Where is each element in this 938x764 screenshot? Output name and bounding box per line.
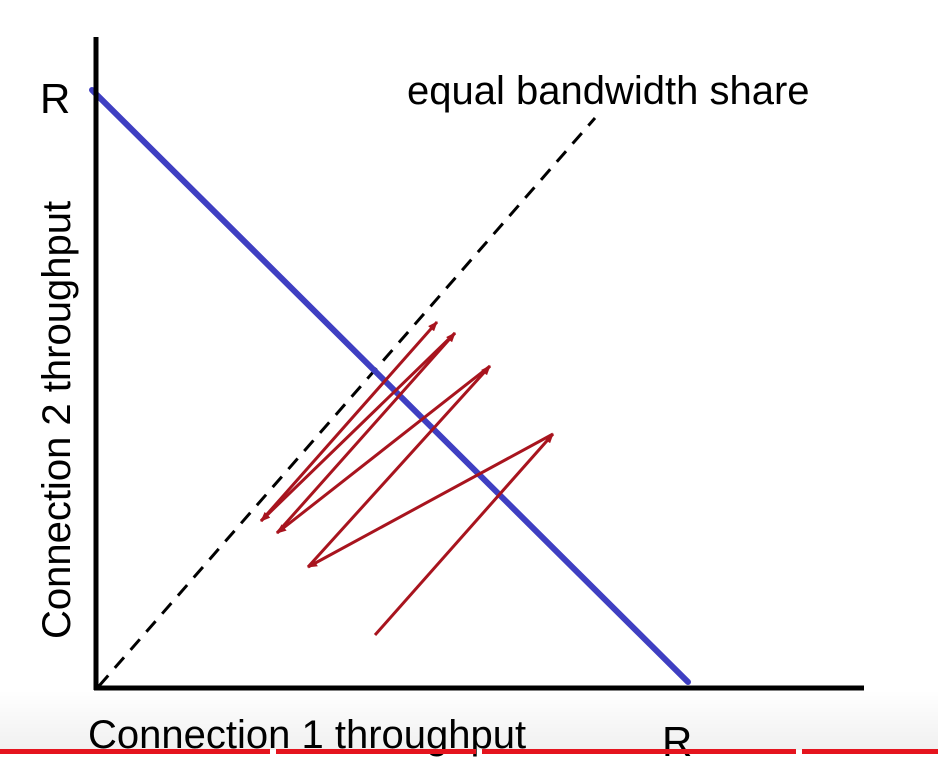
progress-segment[interactable] bbox=[802, 749, 938, 754]
arrow-decrease-2 bbox=[276, 364, 491, 535]
arrow-increase-3 bbox=[275, 332, 457, 534]
progress-segment[interactable] bbox=[276, 749, 476, 754]
video-progress-bar[interactable] bbox=[0, 749, 938, 754]
arrow-decrease-1 bbox=[307, 432, 554, 569]
equal-share-diagonal bbox=[97, 117, 597, 687]
progress-segment[interactable] bbox=[482, 749, 796, 754]
arrow-decrease-3 bbox=[259, 331, 457, 523]
arrow-increase-2 bbox=[306, 364, 492, 569]
y-axis-label: Connection 2 throughput bbox=[35, 201, 79, 639]
arrow-increase-1 bbox=[373, 433, 555, 636]
progress-segment[interactable] bbox=[0, 749, 270, 754]
y-max-label: R bbox=[40, 75, 70, 122]
x-max-label: R bbox=[662, 718, 692, 764]
aimd-arrows bbox=[259, 321, 555, 636]
diagonal-label: equal bandwidth share bbox=[407, 69, 810, 113]
capacity-line bbox=[89, 87, 691, 685]
arrow-increase-4 bbox=[259, 321, 439, 522]
